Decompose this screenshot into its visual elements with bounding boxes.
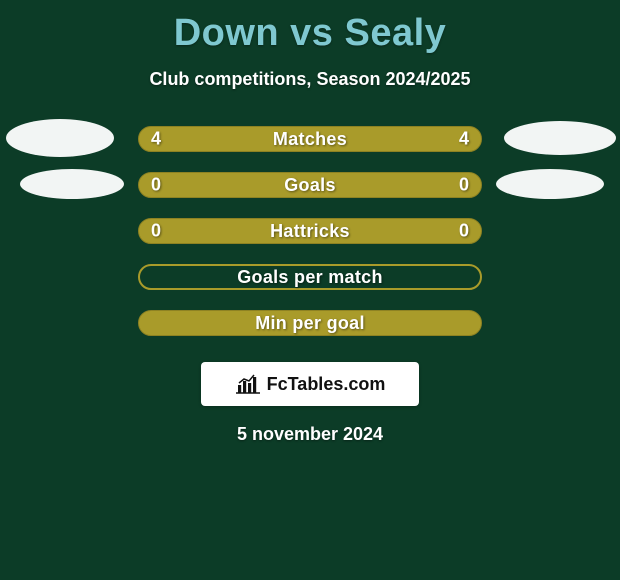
stat-bar: 0 Goals 0 <box>138 172 482 198</box>
stat-value-right: 0 <box>459 175 469 196</box>
stat-row: 4 Matches 4 <box>0 120 620 166</box>
stat-value-right: 0 <box>459 221 469 242</box>
stat-bar: 0 Hattricks 0 <box>138 218 482 244</box>
stat-bar: Min per goal <box>138 310 482 336</box>
stat-value-right: 4 <box>459 129 469 150</box>
stat-row: 0 Hattricks 0 <box>0 212 620 258</box>
update-date: 5 november 2024 <box>0 424 620 445</box>
stat-row: Goals per match <box>0 258 620 304</box>
page-title: Down vs Sealy <box>0 0 620 55</box>
stat-row: Min per goal <box>0 304 620 350</box>
stat-value-left: 0 <box>151 175 161 196</box>
stat-label: Goals <box>284 175 336 196</box>
stat-bar: Goals per match <box>138 264 482 290</box>
stat-row: 0 Goals 0 <box>0 166 620 212</box>
stat-value-left: 4 <box>151 129 161 150</box>
brand-text: FcTables.com <box>267 374 386 395</box>
stat-bar: 4 Matches 4 <box>138 126 482 152</box>
stats-rows: 4 Matches 4 0 Goals 0 0 Hattricks 0 Goals per mat… <box>0 120 620 350</box>
stat-label: Matches <box>273 129 347 150</box>
stat-label: Hattricks <box>270 221 350 242</box>
team-marker-right <box>496 169 604 199</box>
brand-card[interactable]: FcTables.com <box>201 362 419 406</box>
bar-chart-icon <box>235 374 261 394</box>
stat-value-left: 0 <box>151 221 161 242</box>
team-marker-right <box>504 121 616 155</box>
team-marker-left <box>6 119 114 157</box>
team-marker-left <box>20 169 124 199</box>
season-subtitle: Club competitions, Season 2024/2025 <box>0 69 620 90</box>
stat-label: Min per goal <box>255 313 365 334</box>
stat-label: Goals per match <box>237 267 383 288</box>
